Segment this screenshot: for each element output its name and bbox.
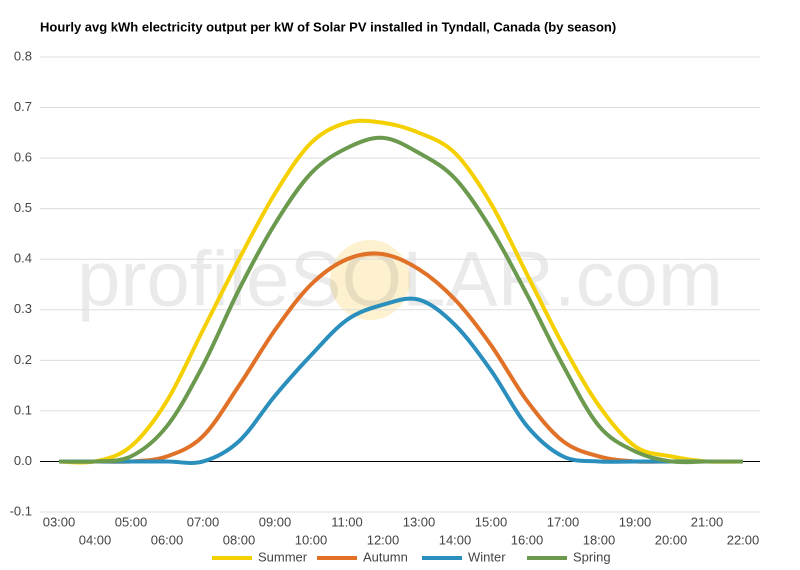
x-tick-label: 07:00 [187, 514, 220, 529]
x-tick-label: 05:00 [115, 514, 148, 529]
x-tick-label: 22:00 [727, 532, 760, 547]
x-tick-label: 16:00 [511, 532, 544, 547]
y-tick-label: 0.5 [14, 200, 32, 215]
x-tick-label: 17:00 [547, 514, 580, 529]
x-tick-label: 18:00 [583, 532, 616, 547]
x-tick-label: 03:00 [43, 514, 76, 529]
chart-title: Hourly avg kWh electricity output per kW… [40, 19, 616, 34]
series-line [59, 296, 743, 465]
x-tick-label: 12:00 [367, 532, 400, 547]
legend-label: Winter [468, 549, 506, 564]
x-tick-label: 20:00 [655, 532, 688, 547]
y-tick-label: -0.1 [10, 503, 32, 518]
y-tick-label: 0.1 [14, 402, 32, 417]
legend-label: Spring [573, 549, 611, 564]
x-tick-label: 14:00 [439, 532, 472, 547]
x-tick-label: 06:00 [151, 532, 184, 547]
y-tick-label: 0.4 [14, 251, 32, 266]
x-tick-label: 21:00 [691, 514, 724, 529]
watermark: profileSOLAR.com [77, 235, 723, 323]
y-tick-label: 0.6 [14, 150, 32, 165]
x-tick-label: 09:00 [259, 514, 292, 529]
x-tick-label: 13:00 [403, 514, 436, 529]
x-tick-label: 10:00 [295, 532, 328, 547]
x-tick-label: 11:00 [331, 514, 363, 529]
y-tick-label: 0.2 [14, 352, 32, 367]
legend-label: Summer [258, 549, 308, 564]
x-tick-label: 08:00 [223, 532, 256, 547]
y-tick-label: 0.3 [14, 301, 32, 316]
x-tick-label: 19:00 [619, 514, 652, 529]
y-tick-label: 0.0 [14, 453, 32, 468]
series-line [58, 135, 743, 465]
y-tick-label: 0.8 [14, 48, 32, 63]
y-tick-label: 0.7 [14, 99, 32, 114]
legend-label: Autumn [363, 549, 408, 564]
x-tick-label: 15:00 [475, 514, 508, 529]
x-tick-label: 04:00 [79, 532, 112, 547]
series-line [58, 118, 744, 465]
